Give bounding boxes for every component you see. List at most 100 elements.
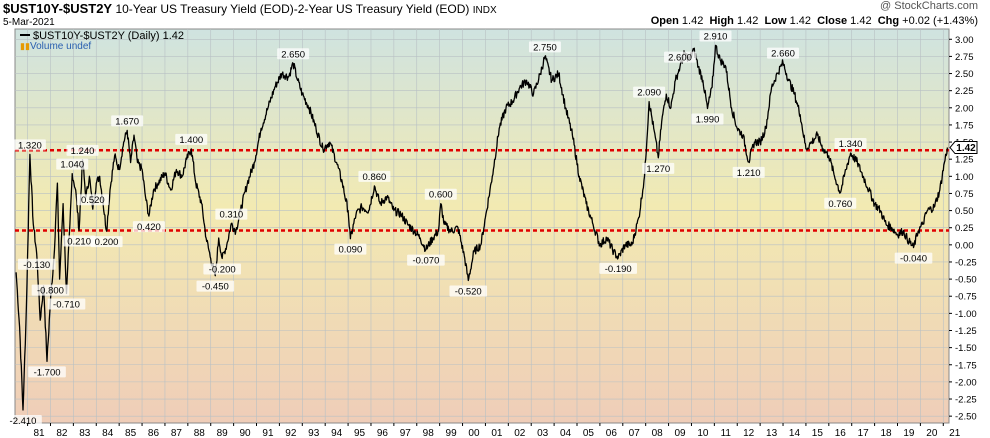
callout-box (691, 113, 724, 125)
close-label: Close (817, 15, 848, 27)
callout-text: -0.190 (605, 264, 632, 275)
y-tick-label: 0.75 (955, 189, 974, 200)
x-tick-label: 89 (217, 428, 229, 438)
callout-label: 0.860 (358, 170, 391, 183)
callout-label: 0.210 (63, 235, 96, 247)
x-tick-label: 87 (171, 428, 183, 438)
callout-box (196, 280, 235, 292)
callout-label: 0.200 (90, 236, 123, 248)
high-value: 1.42 (736, 15, 759, 27)
x-tick-label: 98 (423, 428, 435, 438)
callout-text: 2.750 (533, 42, 557, 53)
y-tick-label: -2.00 (955, 377, 977, 388)
y-tick-label: 1.25 (955, 155, 974, 166)
y-tick-label: -1.50 (955, 343, 977, 354)
callout-text: 0.200 (95, 237, 119, 248)
callout-box (132, 221, 165, 233)
callout-text: 0.420 (137, 222, 161, 233)
x-tick-label: 85 (125, 428, 137, 438)
y-tick-label: 2.50 (955, 69, 974, 80)
callout-box (528, 41, 561, 53)
volume-icon: ▮▮ (20, 41, 30, 51)
callout-box (28, 366, 66, 378)
x-tick-label: 82 (56, 428, 68, 438)
y-tick-label: 1.75 (955, 120, 974, 131)
x-tick-label: 99 (446, 428, 458, 438)
callout-text: -0.130 (23, 260, 50, 271)
x-tick-label: 95 (354, 428, 366, 438)
callout-text: -0.200 (209, 265, 236, 276)
callout-text: 2.650 (281, 49, 305, 60)
x-tick-label: 20 (926, 428, 938, 438)
watermark: @ StockCharts.com (880, 0, 978, 12)
callout-label: 2.600 (664, 51, 697, 64)
callout-label: -0.450 (196, 280, 235, 293)
x-tick-label: 00 (468, 428, 480, 438)
plot-background (14, 28, 950, 424)
callout-box (449, 285, 488, 297)
y-tick-label: 1.00 (955, 172, 974, 183)
callout-text: 1.990 (696, 114, 720, 125)
x-axis: 81 82 83 84 85 86 87 88 89 90 91 92 93 94 95 96 97 98 99 00… (27, 423, 961, 438)
x-tick-label: 05 (583, 428, 595, 438)
callout-label: 1.240 (66, 144, 99, 157)
callout-box (111, 115, 144, 127)
callout-text: 1.670 (115, 116, 139, 127)
x-tick-label: 10 (697, 428, 709, 438)
series-layer (15, 44, 949, 411)
chg-value: +0.02 (+1.43%) (902, 15, 978, 27)
x-tick-label: 18 (880, 428, 892, 438)
y-tick-label: 0.00 (955, 240, 974, 251)
callout-text: -0.040 (900, 254, 927, 265)
low-label: Low (764, 15, 787, 27)
x-tick-label: 97 (400, 428, 412, 438)
callout-text: -2.410 (10, 416, 37, 427)
callout-text: -0.070 (412, 256, 439, 267)
callout-box (334, 243, 367, 255)
callout-box (894, 252, 933, 264)
x-tick-label: 14 (789, 428, 801, 438)
callout-label: -1.700 (28, 366, 66, 378)
y-tick-label: -1.00 (955, 309, 977, 320)
x-tick-label: 06 (606, 428, 618, 438)
series-line (15, 44, 949, 411)
x-tick-label: 94 (331, 428, 343, 438)
callout-box (215, 208, 248, 220)
callout-box (17, 258, 56, 270)
callout-box (66, 144, 99, 156)
y-tick-label: -0.75 (955, 292, 977, 303)
callout-text: 0.310 (219, 210, 243, 221)
reference-lines (15, 149, 949, 232)
x-tick-label: 93 (308, 428, 320, 438)
x-tick-label: 84 (102, 428, 114, 438)
callout-label: 0.520 (76, 194, 109, 206)
callout-text: 0.210 (67, 236, 91, 247)
y-tick-label: 2.25 (955, 86, 974, 97)
open-label: Open (650, 15, 679, 27)
x-tick-label: 13 (766, 428, 778, 438)
x-tick-label: 01 (491, 428, 503, 438)
callout-box (203, 263, 241, 275)
x-tick-label: 90 (240, 428, 252, 438)
y-tick-label: 0.25 (955, 223, 974, 234)
x-tick-label: 11 (721, 428, 732, 438)
callout-label: 2.750 (528, 41, 561, 53)
high-label: High (709, 15, 734, 27)
callout-label: 0.310 (215, 208, 248, 221)
x-tick-label: 08 (652, 428, 664, 438)
callout-label: 1.270 (642, 162, 675, 175)
callout-label: 1.210 (732, 166, 765, 179)
callout-box (767, 47, 800, 59)
callout-label: 1.400 (175, 133, 208, 146)
callout-text: 2.910 (704, 31, 728, 42)
callout-text: -0.450 (202, 282, 229, 293)
chg-label: Chg (877, 15, 900, 27)
callout-label: 1.990 (691, 113, 724, 125)
x-tick-label: 86 (148, 428, 160, 438)
close-value: 1.42 (850, 15, 872, 27)
annotation-layer: -2.410 1.320 -0.130 -1.700 -0.800 -0.710 1.040… (4, 30, 933, 427)
callout-label: 0.600 (424, 188, 457, 201)
callout-box (56, 158, 89, 170)
y-axis: 3.002.752.502.252.001.751.501.251.000.75… (949, 35, 977, 423)
